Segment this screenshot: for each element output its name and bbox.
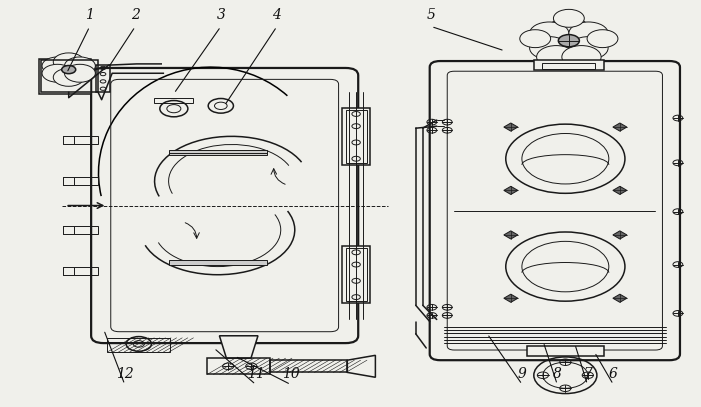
- Polygon shape: [348, 355, 376, 377]
- Text: 7: 7: [583, 367, 592, 381]
- Polygon shape: [219, 336, 258, 358]
- Circle shape: [562, 46, 601, 68]
- FancyBboxPatch shape: [91, 68, 358, 343]
- Bar: [271, 360, 348, 372]
- Polygon shape: [613, 231, 627, 239]
- Bar: [207, 358, 271, 374]
- Bar: [346, 248, 367, 301]
- Text: 10: 10: [282, 367, 300, 381]
- Circle shape: [554, 9, 585, 27]
- Text: 6: 6: [609, 367, 618, 381]
- Text: 3: 3: [217, 9, 225, 22]
- Polygon shape: [504, 294, 518, 302]
- Circle shape: [529, 37, 569, 59]
- Text: 8: 8: [553, 367, 562, 381]
- Circle shape: [42, 57, 73, 75]
- Bar: [527, 346, 604, 356]
- Circle shape: [529, 22, 569, 45]
- Circle shape: [64, 57, 95, 75]
- Bar: [168, 150, 266, 155]
- Text: 5: 5: [427, 9, 435, 22]
- Polygon shape: [504, 231, 518, 239]
- Bar: [96, 65, 110, 92]
- Bar: [168, 260, 266, 265]
- Text: 12: 12: [116, 367, 134, 381]
- Bar: [74, 136, 98, 144]
- Circle shape: [569, 22, 608, 45]
- Circle shape: [53, 68, 84, 86]
- Circle shape: [42, 64, 73, 82]
- Circle shape: [519, 30, 551, 48]
- Polygon shape: [613, 186, 627, 195]
- Polygon shape: [504, 123, 518, 131]
- Circle shape: [62, 66, 76, 74]
- Bar: [342, 246, 370, 303]
- Bar: [74, 226, 98, 234]
- Polygon shape: [613, 294, 627, 302]
- Circle shape: [64, 64, 95, 82]
- Bar: [107, 338, 170, 352]
- Text: 1: 1: [86, 9, 94, 22]
- Bar: [74, 177, 98, 185]
- Text: 2: 2: [131, 9, 139, 22]
- Circle shape: [587, 30, 618, 48]
- Text: 4: 4: [273, 9, 281, 22]
- Circle shape: [549, 17, 589, 40]
- FancyBboxPatch shape: [430, 61, 680, 360]
- Circle shape: [537, 46, 576, 68]
- Text: 11: 11: [247, 367, 265, 381]
- Polygon shape: [613, 123, 627, 131]
- Bar: [346, 110, 367, 163]
- Bar: [74, 267, 98, 275]
- Bar: [41, 60, 98, 92]
- Circle shape: [569, 37, 608, 59]
- Text: 9: 9: [518, 367, 526, 381]
- Circle shape: [558, 35, 579, 47]
- Bar: [342, 108, 370, 165]
- Bar: [39, 59, 91, 94]
- Bar: [534, 60, 604, 70]
- Polygon shape: [504, 186, 518, 195]
- Circle shape: [53, 53, 84, 71]
- Bar: [543, 63, 594, 69]
- Bar: [154, 98, 193, 103]
